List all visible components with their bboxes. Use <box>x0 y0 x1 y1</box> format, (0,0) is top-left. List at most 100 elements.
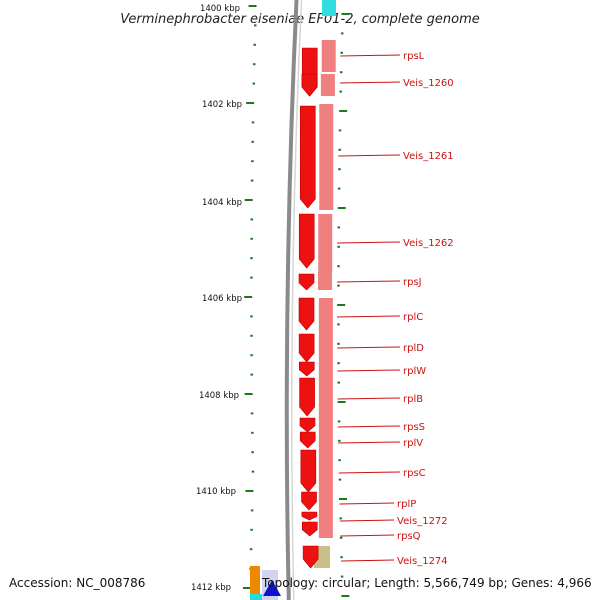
gene-label[interactable]: rplV <box>403 438 423 449</box>
gene-arrow[interactable] <box>298 213 315 269</box>
minor-tick <box>252 63 256 66</box>
minor-tick <box>250 528 253 531</box>
gene-label[interactable]: rpsL <box>403 51 425 62</box>
ruler-label-1402: 1402 kbp <box>202 100 242 110</box>
gene-arrow[interactable] <box>298 333 315 363</box>
gene-label-leader <box>337 280 401 283</box>
gene-label[interactable]: Veis_1272 <box>397 516 448 527</box>
gene-label-leader <box>338 471 401 474</box>
gene-arrow[interactable] <box>298 361 315 377</box>
gene-arrow[interactable] <box>300 449 317 493</box>
gene-label-leader <box>337 425 401 428</box>
edge-feature-blue-arrow <box>263 580 281 596</box>
gene-label[interactable]: rplB <box>403 394 423 405</box>
minor-tick <box>338 148 341 151</box>
major-tick <box>337 401 346 403</box>
gene-arrow[interactable] <box>301 73 318 97</box>
cds-band-segment <box>318 272 333 290</box>
gene-label[interactable]: Veis_1261 <box>403 151 454 162</box>
major-tick <box>341 13 350 15</box>
minor-tick <box>339 90 343 93</box>
minor-tick <box>339 517 342 520</box>
minor-tick <box>249 548 253 551</box>
major-tick <box>245 490 254 492</box>
minor-tick <box>250 373 253 376</box>
cds-band-segment <box>320 74 335 96</box>
gene-arrow[interactable] <box>298 297 315 331</box>
minor-tick <box>251 121 255 124</box>
gene-label-leader <box>337 346 401 349</box>
kbp-ruler-labels: 1400 kbp 1402 kbp 1404 kbp 1406 kbp 1408… <box>191 4 242 593</box>
gene-label[interactable]: rplC <box>403 312 423 323</box>
gene-arrow[interactable] <box>302 545 319 569</box>
gene-arrow[interactable] <box>298 273 315 291</box>
major-tick <box>337 207 346 209</box>
minor-tick <box>253 43 256 46</box>
minor-tick <box>252 82 256 85</box>
gene-label[interactable]: rpsJ <box>403 277 422 288</box>
minor-tick <box>251 470 255 473</box>
gene-arrow[interactable] <box>301 521 318 537</box>
ruler-label-1412: 1412 kbp <box>191 583 231 593</box>
major-tick <box>248 5 257 7</box>
gene-label[interactable]: rpsS <box>403 422 425 433</box>
topology-text: Topology: circular; Length: 5,566,749 bp… <box>261 576 592 590</box>
gene-arrow[interactable] <box>299 377 315 417</box>
ruler-label-1408: 1408 kbp <box>199 391 239 401</box>
gene-arrow[interactable] <box>301 491 317 511</box>
gene-label-leader <box>339 502 395 505</box>
gene-label[interactable]: rplW <box>403 366 426 377</box>
major-tick <box>246 102 255 104</box>
minor-tick <box>337 284 340 287</box>
gene-label-leader <box>341 559 395 562</box>
minor-tick <box>338 439 341 442</box>
minor-tick <box>251 431 254 434</box>
major-tick <box>244 199 253 201</box>
minor-tick <box>337 381 340 384</box>
minor-tick <box>250 334 253 337</box>
gene-arrow[interactable] <box>299 105 316 209</box>
edge-feature-top <box>322 0 336 16</box>
minor-tick <box>250 412 254 415</box>
minor-tick <box>250 354 253 357</box>
major-tick <box>339 110 348 112</box>
gene-label-leader <box>339 519 395 522</box>
minor-tick <box>250 237 253 240</box>
gene-label[interactable]: rplP <box>397 499 416 510</box>
minor-tick <box>337 226 341 229</box>
gene-label[interactable]: Veis_1274 <box>397 556 448 567</box>
minor-tick <box>340 51 343 54</box>
genome-backbone-highlight <box>291 0 303 600</box>
genome-backbone <box>284 0 299 600</box>
accession-text: Accession: NC_008786 <box>9 576 145 590</box>
gene-label-leader <box>339 81 401 84</box>
gene-label[interactable]: rplD <box>403 343 424 354</box>
major-tick <box>337 304 346 306</box>
minor-tick <box>340 575 344 578</box>
gene-arrow[interactable] <box>299 417 316 433</box>
major-tick <box>341 595 350 597</box>
gene-label[interactable]: rpsQ <box>397 531 421 542</box>
cds-band-segment <box>321 40 336 72</box>
gene-arrow[interactable] <box>299 431 316 449</box>
gene-label[interactable]: Veis_1260 <box>403 78 454 89</box>
cds-band-segment <box>318 214 333 272</box>
gene-label-leader <box>337 397 401 400</box>
minor-tick <box>338 129 342 132</box>
minor-tick <box>337 265 340 268</box>
gene-features <box>298 40 336 569</box>
minor-tick <box>251 140 254 143</box>
ruler-label-1404: 1404 kbp <box>202 198 242 208</box>
gene-label[interactable]: Veis_1262 <box>403 238 454 249</box>
gene-label[interactable]: rpsC <box>403 468 426 479</box>
gene-label-leader <box>340 534 395 537</box>
gene-arrow[interactable] <box>301 511 318 521</box>
minor-tick <box>340 556 343 559</box>
major-tick <box>244 296 253 298</box>
gene-label-leader <box>337 315 401 318</box>
minor-tick <box>251 160 254 163</box>
minor-tick <box>250 218 254 221</box>
major-tick <box>242 587 251 589</box>
